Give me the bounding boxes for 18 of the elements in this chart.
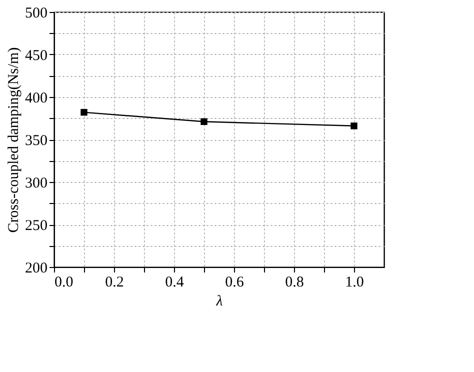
point [80, 108, 88, 116]
x-axis-title: λ [215, 294, 224, 310]
x-tick-label: 0.0 [54, 274, 74, 290]
point [200, 118, 208, 126]
x-tick-label: 0.2 [105, 274, 124, 290]
y-tick-label: 400 [25, 90, 48, 106]
y-tick-label: 200 [25, 260, 48, 276]
x-tick-label: 0.8 [285, 274, 304, 290]
y-tick-label: 450 [25, 48, 48, 64]
y-tick-label: 350 [25, 133, 48, 149]
y-tick-label: 250 [25, 218, 48, 234]
y-axis-title: Cross-coupled damping(Ns/m) [6, 47, 22, 233]
x-tick-label: 1.0 [345, 274, 364, 290]
point [350, 122, 358, 130]
y-tick-label: 500 [25, 6, 48, 22]
x-tick-label: 0.4 [165, 274, 184, 290]
x-tick-label: 0.6 [225, 274, 244, 290]
y-tick-label: 300 [25, 176, 48, 192]
